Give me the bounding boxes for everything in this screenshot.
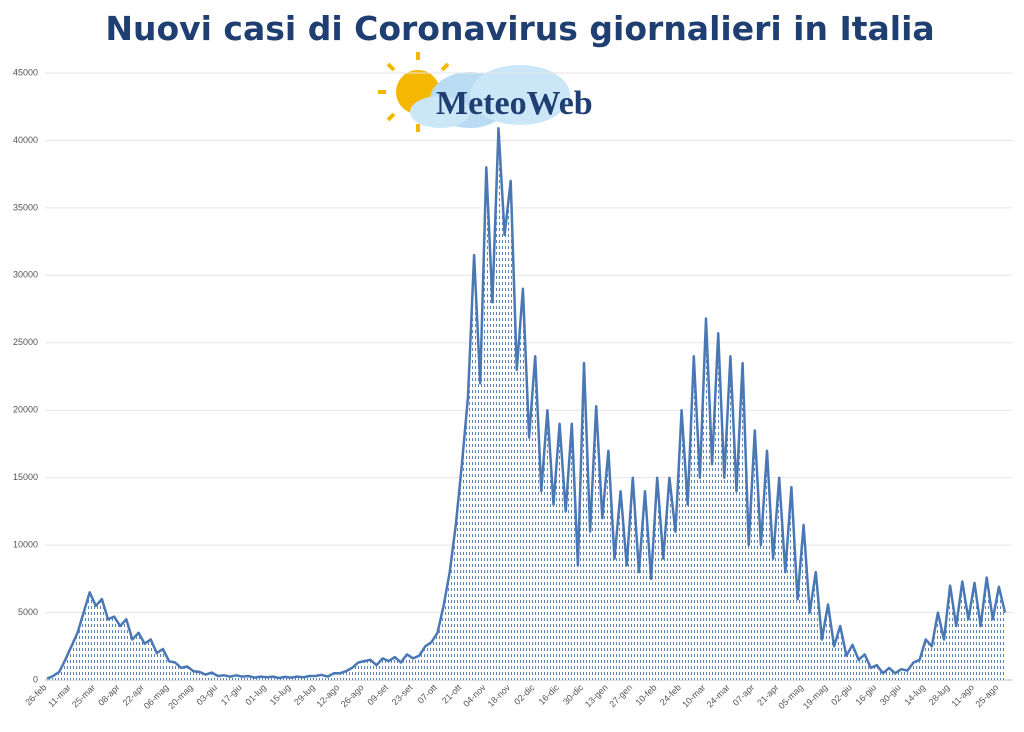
x-tick-label: 02-dic xyxy=(512,682,537,707)
y-tick-label: 0 xyxy=(33,674,38,684)
x-tick-label: 16-dic xyxy=(537,682,562,707)
y-tick-label: 25000 xyxy=(13,337,38,347)
x-tick-label: 23-set xyxy=(390,682,415,707)
y-tick-label: 45000 xyxy=(13,67,38,77)
x-tick-label: 01-lug xyxy=(243,682,268,707)
x-tick-label: 24-mar xyxy=(705,682,732,709)
x-tick-label: 06-mag xyxy=(142,682,171,711)
x-tick-label: 24-feb xyxy=(658,682,683,707)
x-tick-label: 13-gen xyxy=(583,682,610,709)
x-tick-label: 26-ago xyxy=(339,682,366,709)
x-tick-label: 02-giu xyxy=(829,682,854,707)
x-tick-label: 15-lug xyxy=(268,682,293,707)
y-tick-label: 15000 xyxy=(13,472,38,482)
y-tick-label: 10000 xyxy=(13,539,38,549)
x-tick-label: 11-ago xyxy=(949,682,975,708)
x-tick-label: 30-giu xyxy=(878,682,903,707)
x-tick-label: 16-giu xyxy=(854,682,879,707)
y-tick-label: 30000 xyxy=(13,270,38,280)
x-tick-label: 11-mar xyxy=(46,682,73,709)
x-tick-label: 12-ago xyxy=(314,682,341,709)
x-tick-label: 18-nov xyxy=(486,682,513,709)
x-tick-label: 10-mar xyxy=(680,682,707,709)
area-fill xyxy=(47,128,1005,681)
x-tick-label: 08-apr xyxy=(96,682,121,707)
x-tick-label: 17-giu xyxy=(219,682,244,707)
x-tick-label: 29-lug xyxy=(292,682,317,707)
x-tick-label: 28-lug xyxy=(927,682,952,707)
x-tick-label: 30-dic xyxy=(561,682,586,707)
x-tick-label: 03-giu xyxy=(194,682,219,707)
x-tick-label: 27-gen xyxy=(607,682,634,709)
y-tick-label: 20000 xyxy=(13,405,38,415)
logo-text: MeteoWeb xyxy=(436,85,593,122)
x-tick-label: 20-mag xyxy=(166,682,195,711)
line xyxy=(46,127,1007,680)
logo: MeteoWeb xyxy=(378,52,593,132)
x-tick-label: 10-feb xyxy=(633,682,658,707)
y-tick-label: 5000 xyxy=(18,607,38,617)
x-tick-label: 14-lug xyxy=(902,682,927,707)
chart-title: Nuovi casi di Coronavirus giornalieri in… xyxy=(105,9,934,48)
x-tick-label: 19-mag xyxy=(801,682,830,711)
x-tick-label: 04-nov xyxy=(461,682,488,709)
y-tick-label: 35000 xyxy=(13,202,38,212)
x-tick-label: 07-ott xyxy=(416,682,440,706)
x-tick-label: 25-mar xyxy=(70,682,97,709)
x-tick-label: 25-ago xyxy=(973,682,1000,709)
y-tick-label: 40000 xyxy=(13,135,38,145)
x-tick-label: 05-mag xyxy=(776,682,805,711)
x-tick-label: 26-feb xyxy=(23,682,48,707)
x-tick-label: 09-set xyxy=(365,682,390,707)
x-tick-label: 07-apr xyxy=(731,682,756,707)
